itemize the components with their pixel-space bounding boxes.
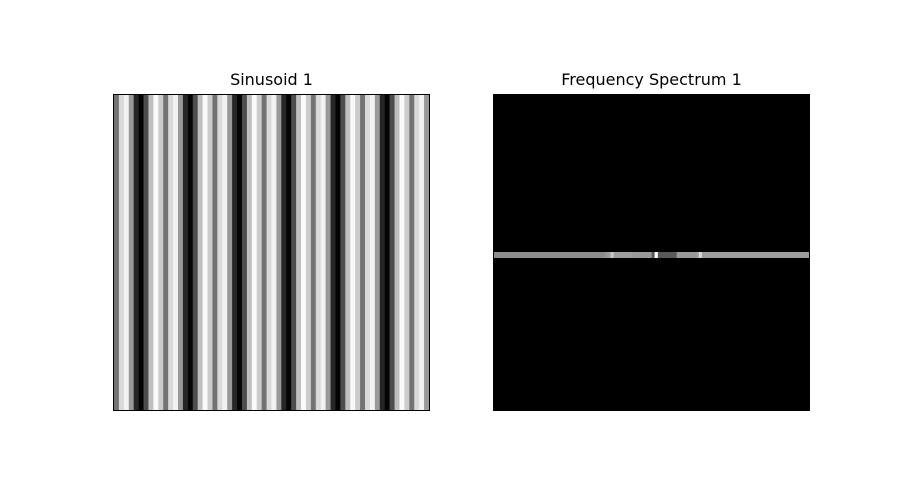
sinusoid-column — [202, 95, 209, 410]
sinusoid-column — [276, 95, 282, 410]
spectrum-band-segment — [698, 252, 703, 258]
sinusoid-column — [118, 95, 125, 410]
sinusoid-column — [148, 95, 154, 410]
sinusoid-column — [232, 95, 238, 410]
sinusoid-column — [251, 95, 258, 410]
sinusoid-column — [320, 95, 327, 410]
sinusoid-column — [286, 95, 292, 410]
sinusoid-column — [177, 95, 184, 410]
sinusoid-column — [345, 95, 351, 410]
sinusoid-column — [237, 95, 243, 410]
sinusoid-column — [173, 95, 179, 410]
spectrum-title: Frequency Spectrum 1 — [561, 70, 742, 89]
sinusoid-column — [369, 95, 376, 410]
sinusoid-column — [246, 95, 253, 410]
sinusoid-column — [355, 95, 361, 410]
sinusoid-column — [197, 95, 204, 410]
sinusoid-column — [335, 95, 341, 410]
sinusoid-column — [114, 95, 120, 410]
sinusoid-column — [163, 95, 169, 410]
sinusoid-column — [414, 95, 420, 410]
spectrum-band-segment — [632, 252, 652, 258]
sinusoid-column — [227, 95, 233, 410]
sinusoid-column — [256, 95, 263, 410]
sinusoid-column — [123, 95, 130, 410]
sinusoid-column — [404, 95, 410, 410]
sinusoid-column — [168, 95, 174, 410]
sinusoid-image — [113, 94, 430, 411]
sinusoid-column — [266, 95, 273, 410]
sinusoid-column — [399, 95, 405, 410]
sinusoid-column — [291, 95, 297, 410]
sinusoid-column — [310, 95, 317, 410]
sinusoid-column — [424, 95, 429, 410]
sinusoid-column — [419, 95, 425, 410]
sinusoid-column — [409, 95, 415, 410]
sinusoid-column — [301, 95, 307, 410]
sinusoid-column — [315, 95, 322, 410]
sinusoid-column — [143, 95, 150, 410]
sinusoid-title: Sinusoid 1 — [230, 70, 313, 89]
spectrum-band-segment — [654, 252, 659, 258]
sinusoid-column — [365, 95, 371, 410]
sinusoid-column — [305, 95, 312, 410]
sinusoid-column — [360, 95, 366, 410]
sinusoid-column — [138, 95, 145, 410]
spectrum-image — [493, 94, 810, 411]
sinusoid-column — [207, 95, 214, 410]
sinusoid-column — [187, 95, 194, 410]
sinusoid-column — [133, 95, 140, 410]
sinusoid-column — [281, 95, 287, 410]
sinusoid-column — [350, 95, 356, 410]
sinusoid-column — [296, 95, 302, 410]
spectrum-band-segment — [607, 252, 612, 258]
spectrum-band-segment — [604, 252, 608, 258]
sinusoid-column — [394, 95, 401, 410]
sinusoid-column — [192, 95, 199, 410]
sinusoid-column — [261, 95, 268, 410]
spectrum-band-segment — [613, 252, 634, 258]
sinusoid-column — [128, 95, 135, 410]
spectrum-band-segment — [494, 252, 605, 258]
spectrum-band-segment — [695, 252, 700, 258]
sinusoid-column — [158, 95, 164, 410]
sinusoid-column — [217, 95, 223, 410]
spectrum-plot — [494, 95, 809, 410]
sinusoid-column — [271, 95, 278, 410]
sinusoid-column — [325, 95, 332, 410]
spectrum-band-segment — [676, 252, 697, 258]
sinusoid-column — [384, 95, 391, 410]
sinusoid-column — [182, 95, 189, 410]
spectrum-band-segment — [610, 252, 615, 258]
sinusoid-column — [389, 95, 396, 410]
spectrum-band-segment — [657, 252, 678, 258]
sinusoid-column — [330, 95, 337, 410]
sinusoid-column — [340, 95, 346, 410]
spectrum-band-segment — [651, 252, 656, 258]
sinusoid-column — [153, 95, 159, 410]
sinusoid-column — [379, 95, 386, 410]
sinusoid-column — [241, 95, 248, 410]
sinusoid-column — [222, 95, 228, 410]
sinusoid-plot — [114, 95, 429, 410]
spectrum-band-segment — [701, 252, 809, 258]
sinusoid-column — [212, 95, 218, 410]
sinusoid-column — [374, 95, 381, 410]
